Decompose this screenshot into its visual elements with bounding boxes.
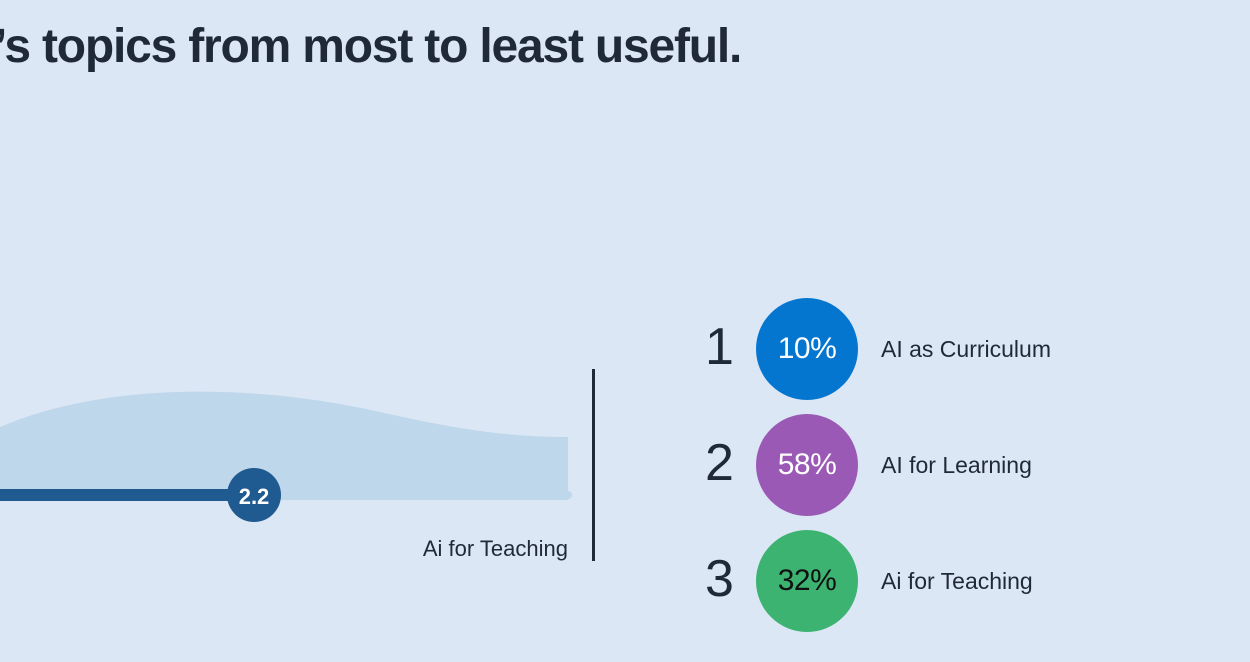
distribution-area [0, 391, 568, 500]
rank-number: 2 [705, 434, 734, 492]
page-title: ’s topics from most to least useful. [0, 20, 742, 73]
chart-divider [592, 369, 595, 561]
ranking-item-ai-for-learning: 2 58% AI for Learning [690, 414, 1190, 516]
topic-ranking: 1 10% AI as Curriculum 2 58% AI for Lear… [690, 298, 1190, 638]
ranking-item-ai-as-curriculum: 1 10% AI as Curriculum [690, 298, 1190, 400]
topic-label: Ai for Teaching [881, 568, 1033, 594]
rank-number: 1 [705, 318, 734, 376]
percentage-circle: 10% [756, 298, 858, 400]
percentage-circle: 32% [756, 530, 858, 632]
percentage-circle: 58% [756, 414, 858, 516]
ranking-item-ai-for-teaching: 3 32% Ai for Teaching [690, 530, 1190, 632]
category-label: Ai for Teaching [422, 536, 568, 561]
score-marker [227, 468, 281, 522]
rank-number: 3 [705, 550, 734, 608]
topic-label: AI as Curriculum [881, 336, 1051, 362]
topic-label: AI for Learning [881, 452, 1032, 478]
score-data-label: 2.2 [239, 484, 270, 509]
